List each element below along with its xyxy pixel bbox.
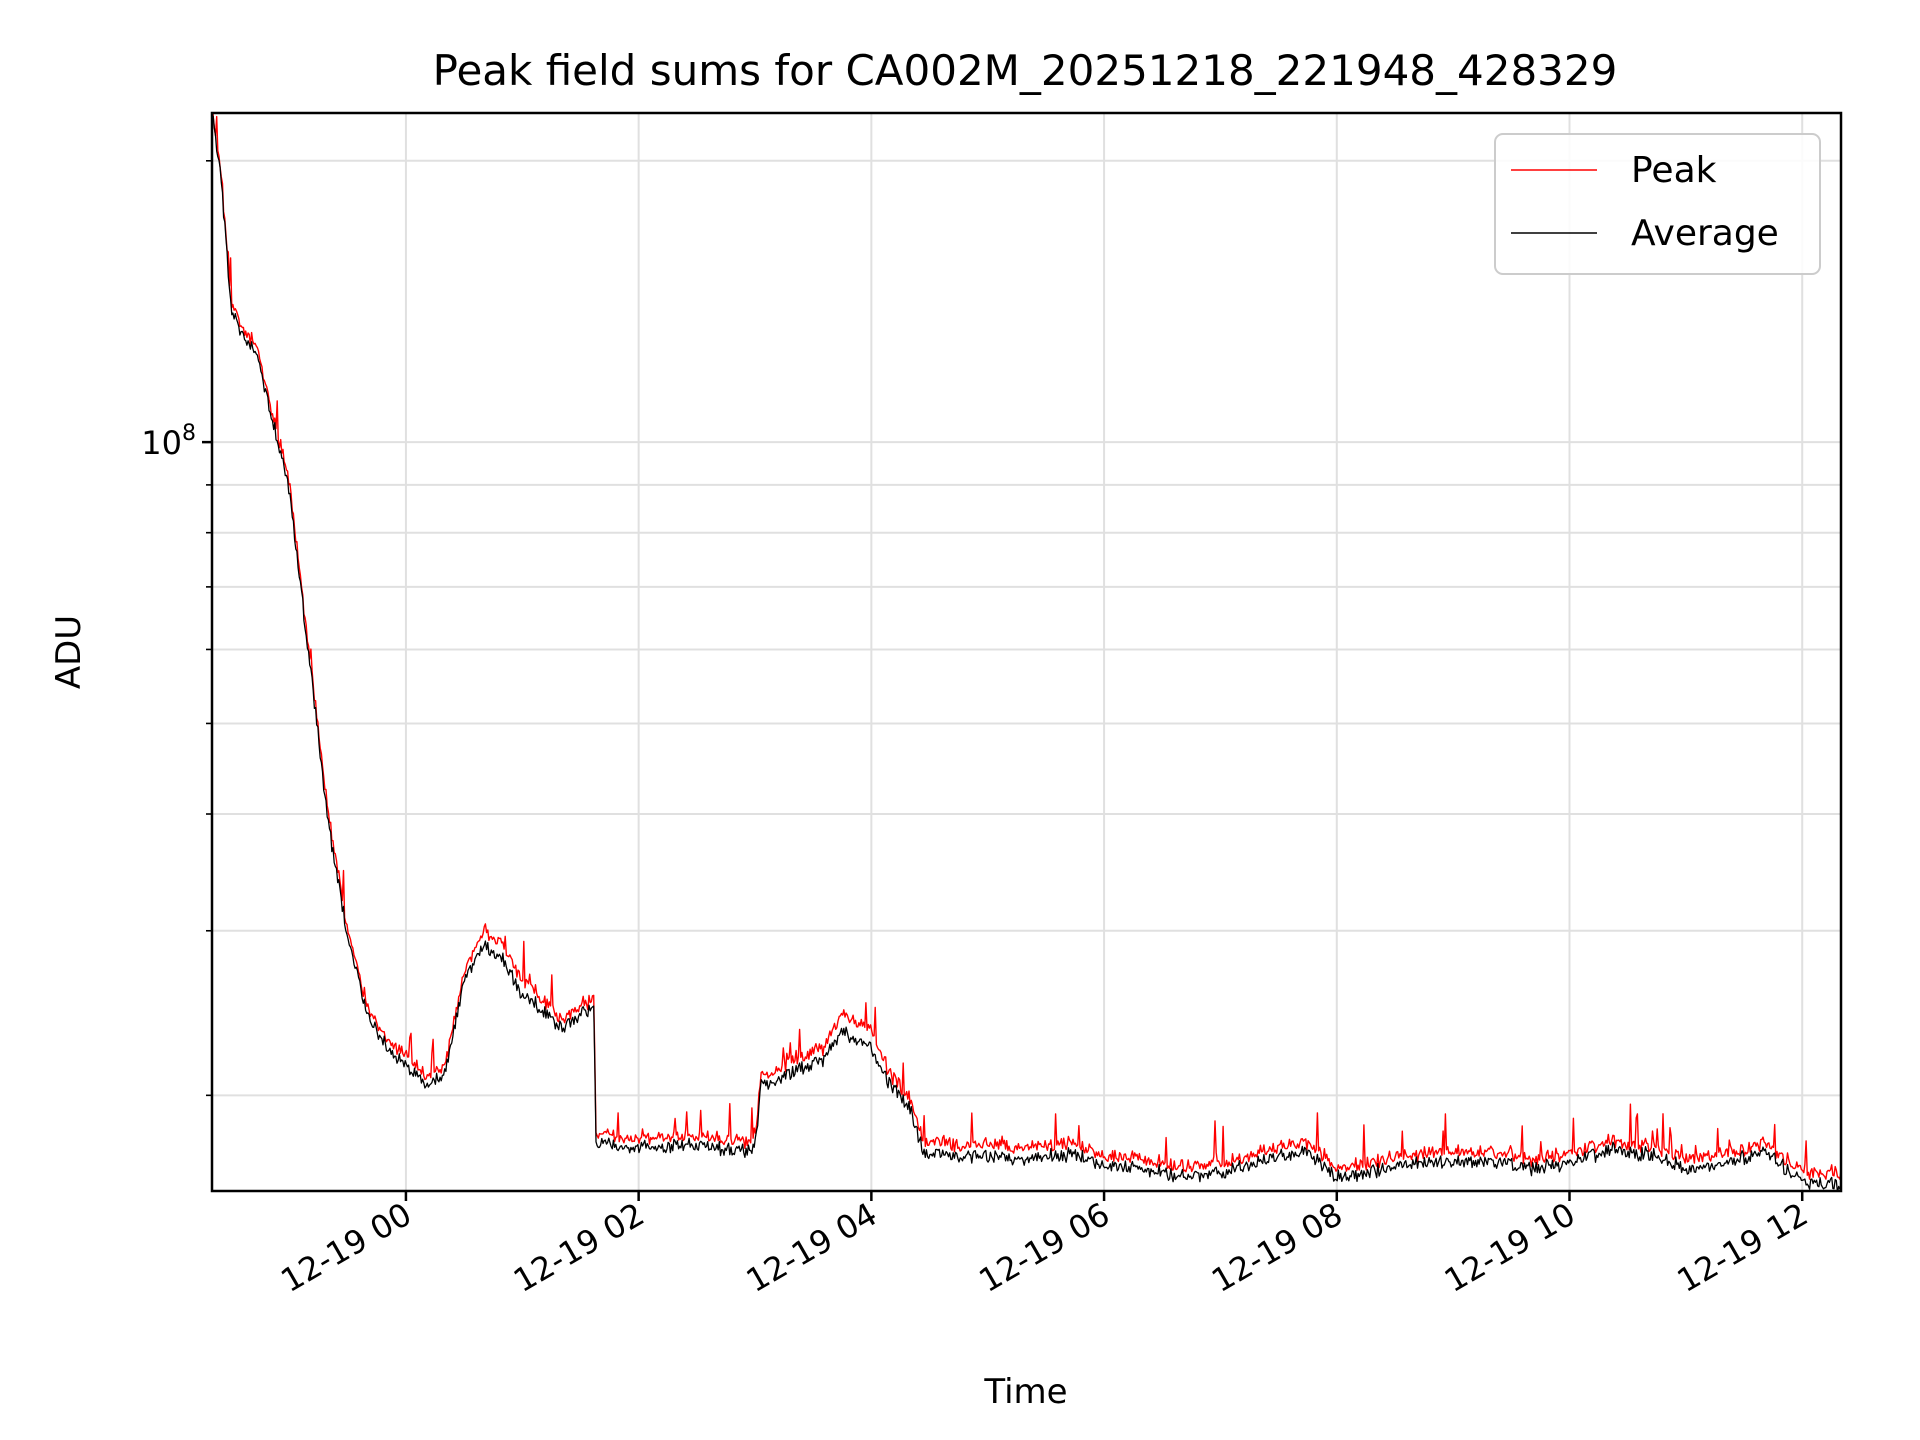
legend-box [1494,133,1821,275]
legend: Peak Average [1494,133,1821,275]
grid-lines [212,113,1841,1191]
plot-lines [212,113,1841,1191]
plot-frame [210,111,1843,1193]
y-tick-label: 108 [141,421,196,462]
y-axis-ticks: 108 [141,160,212,1097]
y-tick-label-base: 10 [141,424,182,462]
legend-label-peak: Peak [1631,150,1717,191]
series-line-average [212,113,1841,1191]
y-axis-label: ADU [49,615,89,689]
chart-title: Peak field sums for CA002M_20251218_2219… [433,46,1618,95]
series-line-peak [212,113,1841,1180]
y-tick-label-exponent: 8 [182,421,196,446]
x-axis-label: Time [983,1372,1067,1412]
legend-label-average: Average [1631,213,1779,254]
